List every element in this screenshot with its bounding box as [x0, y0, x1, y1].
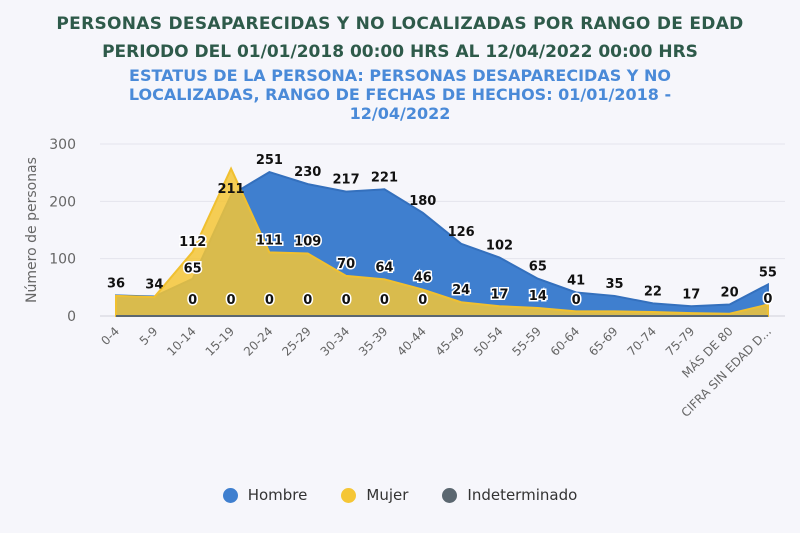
x-tick-label: 5-9 — [137, 324, 161, 348]
data-label: 55 — [759, 265, 777, 280]
data-label: 0 — [265, 293, 274, 308]
data-label: 70 — [337, 257, 355, 272]
data-label: 109 — [294, 235, 321, 250]
x-tick-label: 70-74 — [624, 324, 659, 359]
chart-subtitle: ESTATUS DE LA PERSONA: PERSONAS DESAPARE… — [128, 66, 672, 123]
chart-title: PERSONAS DESAPARECIDAS Y NO LOCALIZADAS … — [56, 14, 744, 34]
legend-marker-icon — [341, 487, 357, 503]
data-label: 0 — [763, 292, 772, 307]
x-tick-label: 0-4 — [98, 324, 122, 348]
data-label: 221 — [371, 170, 398, 185]
x-tick-label: 50-54 — [471, 324, 506, 359]
data-label: 211 — [217, 182, 244, 197]
y-axis-label: Número de personas — [24, 157, 40, 303]
data-label: 112 — [179, 235, 206, 250]
x-tick-label: 65-69 — [586, 324, 621, 359]
legend-marker-icon — [442, 487, 458, 503]
legend-marker-icon — [222, 487, 238, 503]
data-label: 35 — [606, 277, 624, 292]
x-tick-label: 45-49 — [433, 324, 468, 359]
data-label: 126 — [448, 225, 475, 240]
y-tick-label: 100 — [49, 252, 76, 268]
x-tick-label: 35-39 — [356, 324, 391, 359]
data-label: 102 — [486, 239, 513, 254]
y-tick-label: 200 — [49, 194, 76, 210]
x-tick-label: 15-19 — [203, 324, 238, 359]
legend: Hombre Mujer Indeterminado — [0, 486, 800, 504]
x-tick-label: 55-59 — [509, 324, 544, 359]
data-label: 230 — [294, 165, 321, 180]
x-tick-label: 40-44 — [394, 324, 429, 359]
y-tick-label: 0 — [67, 309, 76, 325]
y-tick-label: 300 — [49, 137, 76, 153]
data-label: 0 — [342, 293, 351, 308]
legend-label: Indeterminado — [467, 486, 578, 504]
data-label: 24 — [452, 283, 470, 298]
x-tick-label: 30-34 — [318, 324, 353, 359]
data-label: 17 — [490, 287, 508, 302]
x-tick-label: 75-79 — [663, 324, 698, 359]
legend-label: Hombre — [247, 486, 308, 504]
data-label: 17 — [682, 287, 700, 302]
data-label: 0 — [188, 293, 197, 308]
data-label: 46 — [414, 271, 432, 286]
data-label: 14 — [529, 289, 547, 304]
data-label: 65 — [529, 260, 547, 275]
data-label: 0 — [380, 293, 389, 308]
data-label: 0 — [227, 293, 236, 308]
x-tick-label: 20-24 — [241, 324, 276, 359]
data-label: 0 — [418, 293, 427, 308]
x-tick-label: 10-14 — [164, 324, 199, 359]
legend-label: Mujer — [366, 486, 409, 504]
data-label: 41 — [567, 273, 585, 288]
data-label: 22 — [644, 284, 662, 299]
data-label: 64 — [375, 260, 393, 275]
chart-period: PERIODO DEL 01/01/2018 00:00 HRS AL 12/0… — [102, 42, 698, 62]
data-label: 111 — [256, 233, 283, 248]
x-tick-label: 25-29 — [279, 324, 314, 359]
data-label: 34 — [145, 278, 163, 293]
data-label: 251 — [256, 153, 283, 168]
data-label: 36 — [107, 276, 125, 291]
data-label: 65 — [184, 262, 202, 277]
x-tick-label: 60-64 — [548, 324, 583, 359]
data-label: 180 — [409, 194, 436, 209]
data-label: 0 — [303, 293, 312, 308]
data-label: 0 — [572, 293, 581, 308]
legend-item-mujer[interactable]: Mujer — [341, 486, 408, 504]
legend-item-hombre[interactable]: Hombre — [222, 486, 308, 504]
area-mujer — [115, 166, 769, 317]
data-label: 20 — [721, 286, 739, 301]
legend-item-indeterminado[interactable]: Indeterminado — [442, 486, 577, 504]
data-label: 217 — [333, 173, 360, 188]
